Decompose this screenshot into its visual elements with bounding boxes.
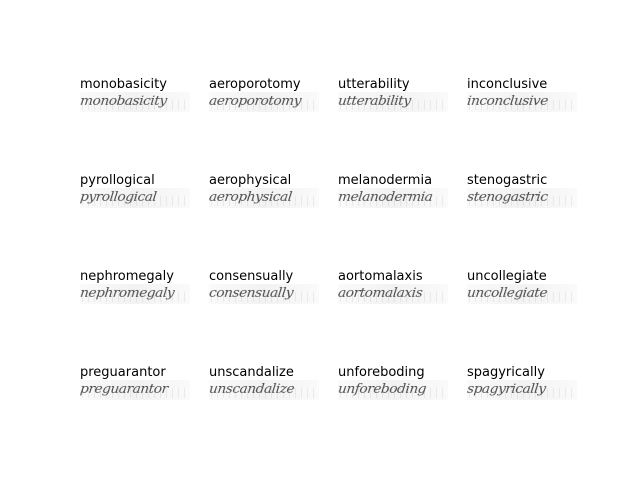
word-caption: melanodermia [338,173,433,188]
word-caption: preguarantor [80,365,166,380]
handwriting-sample-image: stenogastric [467,188,577,208]
handwriting-sample-image: aerophysical [209,188,319,208]
word-sample-cell: aortomalaxis aortomalaxis [338,269,448,309]
word-caption: consensually [209,269,294,284]
word-sample-cell: aerophysical aerophysical [209,173,319,213]
word-sample-cell: monobasicity monobasicity [80,77,190,117]
handwriting-sample-image: monobasicity [80,92,190,112]
word-caption: utterability [338,77,410,92]
handwriting-sample-image: preguarantor [80,380,190,400]
word-caption: pyrollogical [80,173,155,188]
word-caption: uncollegiate [467,269,547,284]
handwriting-sample-image: spagyrically [467,380,577,400]
word-sample-cell: melanodermia melanodermia [338,173,448,213]
word-sample-cell: pyrollogical pyrollogical [80,173,190,213]
word-caption: aerophysical [209,173,292,188]
word-caption: unforeboding [338,365,425,380]
handwriting-sample-image: utterability [338,92,448,112]
handwriting-sample-image: melanodermia [338,188,448,208]
word-sample-cell: consensually consensually [209,269,319,309]
word-sample-cell: utterability utterability [338,77,448,117]
word-sample-cell: spagyrically spagyrically [467,365,577,405]
word-sample-cell: nephromegaly nephromegaly [80,269,190,309]
word-sample-cell: unforeboding unforeboding [338,365,448,405]
word-sample-cell: aeroporotomy aeroporotomy [209,77,319,117]
word-sample-cell: stenogastric stenogastric [467,173,577,213]
word-caption: spagyrically [467,365,545,380]
handwriting-sample-image: uncollegiate [467,284,577,304]
handwriting-sample-image: unscandalize [209,380,319,400]
word-caption: aortomalaxis [338,269,423,284]
word-caption: inconclusive [467,77,548,92]
word-sample-cell: preguarantor preguarantor [80,365,190,405]
handwriting-sample-image: inconclusive [467,92,577,112]
word-sample-cell: inconclusive inconclusive [467,77,577,117]
word-caption: nephromegaly [80,269,174,284]
handwriting-sample-image: pyrollogical [80,188,190,208]
word-sample-cell: unscandalize unscandalize [209,365,319,405]
handwriting-sample-image: consensually [209,284,319,304]
word-sample-cell: uncollegiate uncollegiate [467,269,577,309]
handwriting-sample-image: aeroporotomy [209,92,319,112]
handwriting-sample-image: aortomalaxis [338,284,448,304]
word-caption: stenogastric [467,173,548,188]
word-caption: aeroporotomy [209,77,301,92]
word-caption: monobasicity [80,77,167,92]
handwriting-sample-image: unforeboding [338,380,448,400]
handwriting-sample-image: nephromegaly [80,284,190,304]
word-caption: unscandalize [209,365,294,380]
